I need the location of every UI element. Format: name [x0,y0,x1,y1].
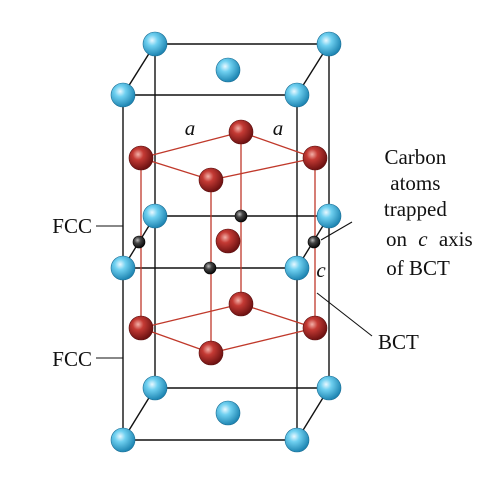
carbon-atom [234,209,248,223]
atoms [110,31,342,453]
bct-iron-atom [128,315,154,341]
bct-leader [316,292,373,337]
bct-iron-atom [198,340,224,366]
bct-edge [140,131,242,159]
fcc-iron-atom [284,427,310,453]
fcc-iron-atom [142,31,168,57]
carbon-label-line-2: atoms [390,171,440,195]
fcc-label-top: FCC [52,214,92,238]
bct-iron-atom [215,228,241,254]
bct-edge [140,303,242,329]
fcc-iron-atom [110,82,136,108]
carbon-label-line-3: trapped [384,197,447,221]
label-leader-lines [96,221,373,359]
fcc-iron-atom [284,82,310,108]
fcc-iron-atom [284,255,310,281]
fcc-iron-atom [110,427,136,453]
lattice-param-a-right: a [273,116,284,140]
fcc-iron-atom [110,255,136,281]
bct-iron-atom [228,119,254,145]
fcc-iron-atom [316,203,342,229]
carbon-atom [203,261,217,275]
fcc-label-bottom: FCC [52,347,92,371]
carbon-label-line-5: of BCT [386,256,450,280]
carbon-label: Carbon atoms trapped on c axis of BCT [384,145,478,280]
bct-iron-atom [302,315,328,341]
carbon-label-line-4b: c [418,227,428,251]
fcc-iron-atom [142,203,168,229]
bct-iron-atom [198,167,224,193]
fcc-iron-atom [215,57,241,83]
bct-edge [210,327,316,354]
bct-label: BCT [378,330,419,354]
bct-iron-atom [228,291,254,317]
carbon-label-line-4c: axis [439,227,473,251]
bct-iron-atom [128,145,154,171]
fcc-iron-atom [142,375,168,401]
fcc-iron-atom [316,31,342,57]
fcc-iron-atom [316,375,342,401]
carbon-label-line-4a: on [386,227,408,251]
bct-edge [140,327,212,354]
carbon-label-line-1: Carbon [384,145,446,169]
bct-edge [240,303,316,329]
lattice-param-a-left: a [185,116,196,140]
fcc-iron-atom [215,400,241,426]
carbon-atom [132,235,146,249]
bct-edge [210,157,316,181]
carbon-atom [307,235,321,249]
carbon-leader [320,221,353,241]
labels: a a c FCC FCC BCT Carbon atoms trapped o… [52,116,478,371]
lattice-param-c: c [316,258,326,282]
bct-edge [240,131,316,159]
bct-iron-atom [302,145,328,171]
